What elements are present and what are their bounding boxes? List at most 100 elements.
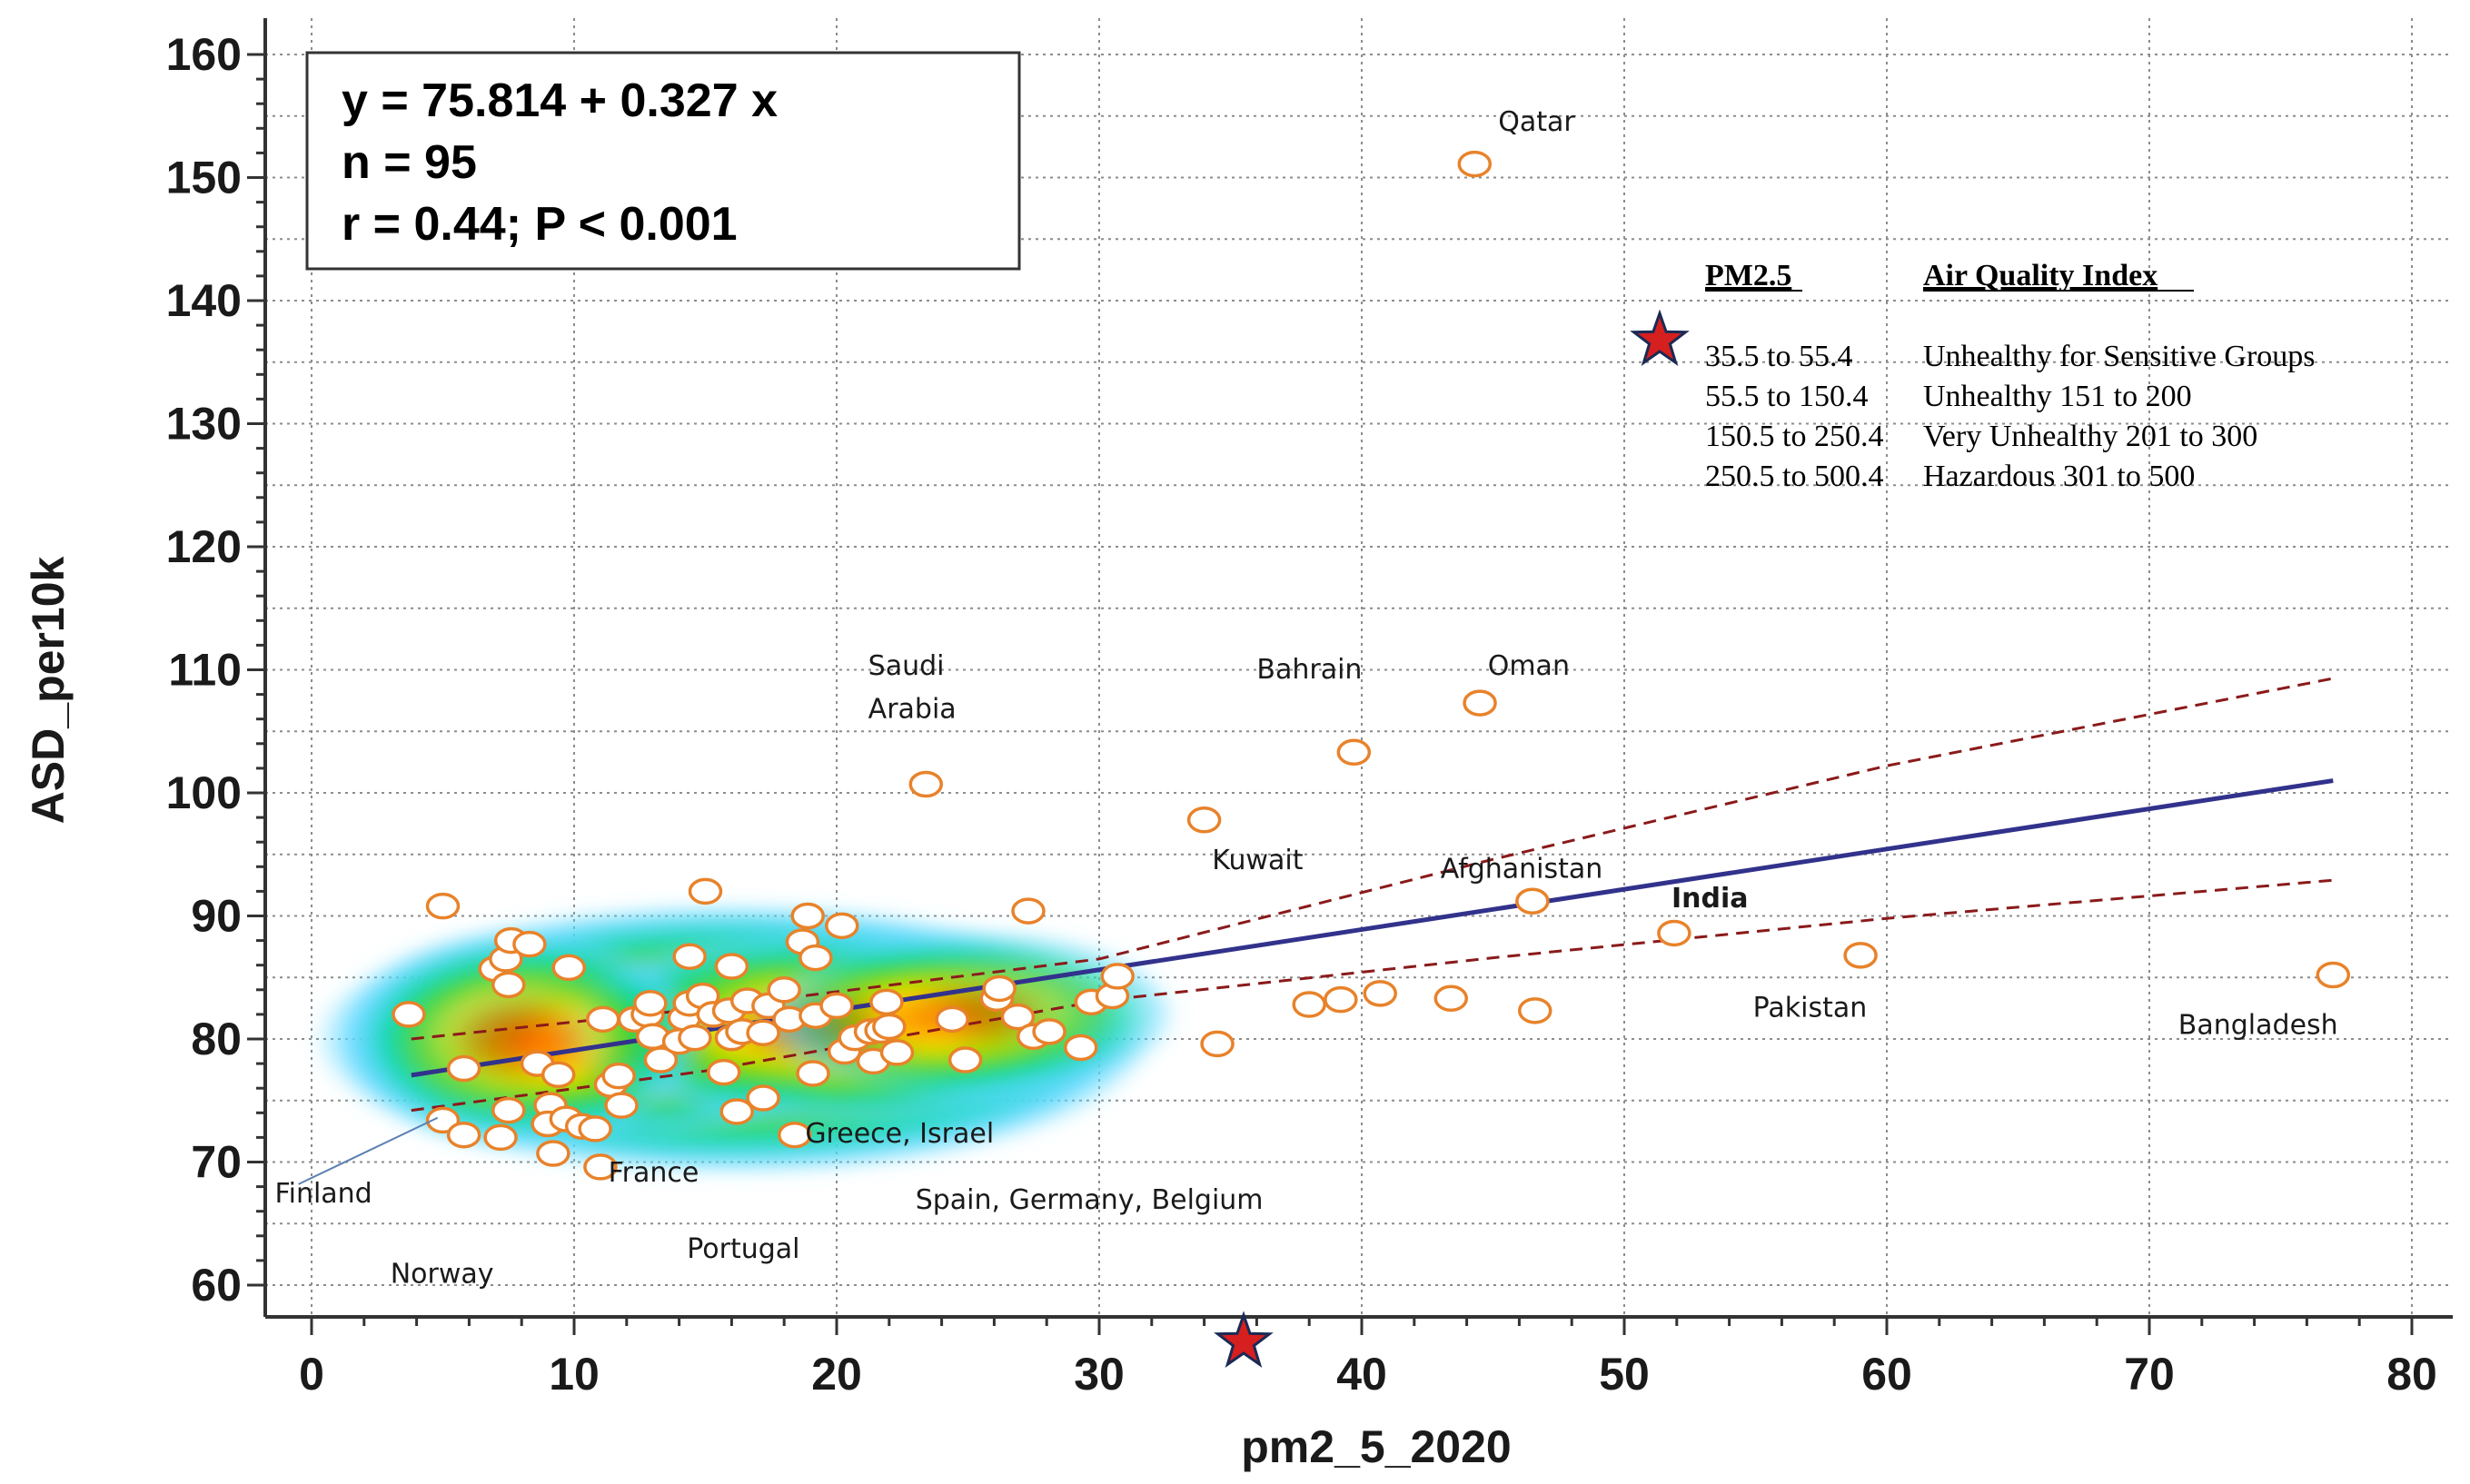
country-label-greece_israel: Greece, Israel xyxy=(805,1118,994,1150)
data-point xyxy=(672,943,707,970)
finland-pointer xyxy=(298,1116,439,1185)
data-point xyxy=(706,1058,741,1086)
aqi-row-pm: 150.5 to 250.4 xyxy=(1705,420,1883,453)
axes: 60 70 80 90 100 110 120 130 140 150 160 0 10 20 30 40 50… xyxy=(166,18,2453,1400)
country-label-india: India xyxy=(1671,883,1749,915)
data-point xyxy=(491,1096,526,1124)
data-point xyxy=(869,988,904,1016)
data-point xyxy=(1457,150,1493,178)
y-tick-label: 130 xyxy=(166,399,242,450)
data-point xyxy=(1517,997,1552,1024)
data-point xyxy=(1032,1018,1066,1045)
correlation-stat: r = 0.44; P < 0.001 xyxy=(342,198,738,251)
aqi-row-pm: 55.5 to 150.4 xyxy=(1705,380,1868,413)
data-points xyxy=(392,150,2351,1181)
data-point xyxy=(796,1060,830,1087)
data-point xyxy=(935,1005,969,1034)
y-tick-label: 90 xyxy=(191,891,242,942)
data-point xyxy=(746,1019,780,1046)
data-point xyxy=(604,1092,639,1119)
data-point xyxy=(678,1024,712,1052)
aqi-header-index: Air Quality Index xyxy=(1923,259,2158,292)
x-tick-label: 10 xyxy=(549,1349,600,1400)
country-label-kuwait: Kuwait xyxy=(1212,845,1303,876)
y-tick-label: 60 xyxy=(191,1260,242,1311)
ci-upper-line xyxy=(411,677,2334,1041)
data-point xyxy=(714,953,749,980)
data-point xyxy=(578,1115,612,1143)
data-point xyxy=(1433,984,1469,1013)
x-tick-label: 70 xyxy=(2124,1349,2175,1400)
country-label-france: France xyxy=(609,1157,699,1189)
data-point xyxy=(541,1061,576,1089)
data-point xyxy=(2316,961,2351,989)
data-point xyxy=(908,770,944,798)
data-point xyxy=(879,1039,915,1066)
aqi-row-index: Hazardous 301 to 500 xyxy=(1923,460,2195,493)
data-point xyxy=(1011,897,1046,925)
country-label-saudi_2: Arabia xyxy=(868,693,957,725)
aqi-row-pm: 250.5 to 500.4 xyxy=(1705,460,1883,493)
data-point xyxy=(982,974,1017,1003)
data-point xyxy=(483,1123,518,1152)
data-point xyxy=(446,1054,481,1083)
data-point xyxy=(536,1140,570,1167)
data-point xyxy=(551,954,586,982)
data-point xyxy=(425,892,461,920)
x-tick-label: 80 xyxy=(2386,1349,2437,1400)
country-label-afghanistan: Afghanistan xyxy=(1441,853,1603,885)
y-tick-label: 80 xyxy=(191,1014,242,1064)
data-point xyxy=(819,992,854,1020)
y-tick-label: 150 xyxy=(166,153,242,203)
country-label-spain_group: Spain, Germany, Belgium xyxy=(916,1184,1264,1216)
legend-star-icon xyxy=(1630,309,1690,367)
aqi-legend: PM2.5 Air Quality Index 35.5 to 55.4 Unh… xyxy=(1630,259,2316,493)
regression-equation: y = 75.814 + 0.327 x xyxy=(342,74,778,127)
data-point xyxy=(1336,738,1372,767)
aqi-header-pm: PM2.5 xyxy=(1705,259,1791,292)
data-point xyxy=(643,1046,679,1073)
x-tick-label: 30 xyxy=(1074,1349,1125,1400)
y-axis-title: ASD_per10k xyxy=(23,557,74,825)
y-tick-label: 100 xyxy=(166,767,242,818)
stats-box-frame xyxy=(305,51,1021,271)
data-point xyxy=(425,1106,461,1134)
data-point xyxy=(719,1098,754,1125)
aqi-row-index: Unhealthy 151 to 200 xyxy=(1923,380,2192,413)
data-point xyxy=(601,1062,636,1090)
data-point xyxy=(1186,806,1222,834)
data-point xyxy=(1000,1003,1036,1031)
data-point xyxy=(1843,942,1878,969)
aqi-row-pm: 35.5 to 55.4 xyxy=(1705,340,1852,373)
data-point xyxy=(767,976,801,1004)
data-point xyxy=(746,1084,780,1112)
data-point xyxy=(790,902,825,930)
data-point xyxy=(1463,689,1497,717)
x-tick-label: 0 xyxy=(299,1349,324,1400)
x-tick-label: 40 xyxy=(1336,1349,1387,1400)
data-point xyxy=(1100,963,1135,990)
y-tick-label: 160 xyxy=(166,29,242,80)
data-point xyxy=(872,1013,907,1041)
sample-size: n = 95 xyxy=(342,136,477,189)
country-label-qatar: Qatar xyxy=(1498,106,1575,138)
aqi-row-index: Very Unhealthy 201 to 300 xyxy=(1923,420,2257,453)
data-point xyxy=(799,944,833,972)
y-tick-label: 140 xyxy=(166,275,242,326)
country-label-portugal: Portugal xyxy=(687,1233,799,1265)
data-point xyxy=(1064,1034,1098,1062)
data-point xyxy=(1515,887,1550,915)
data-point xyxy=(446,1121,481,1149)
data-point xyxy=(1324,985,1358,1014)
country-label-finland: Finland xyxy=(275,1178,372,1210)
data-point xyxy=(586,1005,620,1034)
aqi-row-index: Unhealthy for Sensitive Groups xyxy=(1923,340,2316,373)
data-point xyxy=(512,930,547,958)
data-point xyxy=(688,877,723,905)
country-label-norway: Norway xyxy=(391,1258,494,1290)
x-tick-label: 50 xyxy=(1599,1349,1650,1400)
data-point xyxy=(1363,980,1397,1007)
data-point xyxy=(1200,1030,1235,1058)
x-axis-title: pm2_5_2020 xyxy=(1241,1421,1511,1472)
